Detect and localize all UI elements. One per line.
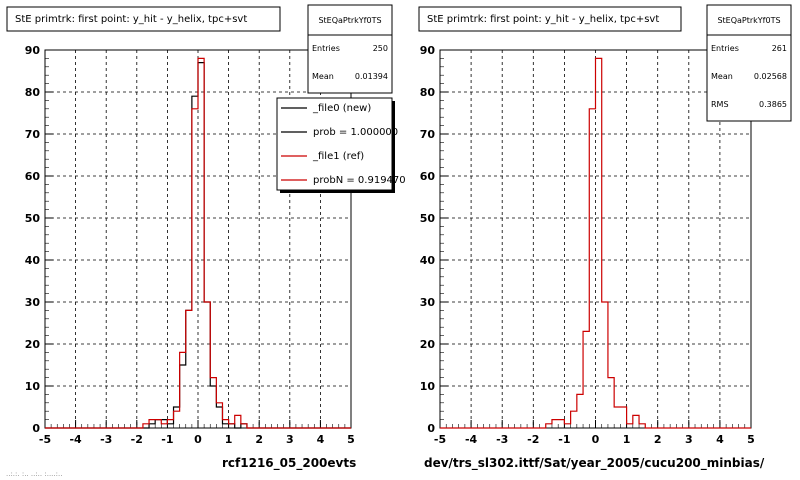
y-tick-label: 20 [25, 338, 41, 351]
x-tick-label: -4 [465, 433, 478, 446]
legend-label: probN = 0.919470 [313, 175, 406, 186]
y-axis-ticks: 0 10 20 30 40 50 60 70 80 90 [420, 44, 448, 435]
y-tick-label: 30 [420, 296, 436, 309]
stats-label: Entries [312, 44, 340, 53]
y-tick-label: 90 [420, 44, 436, 57]
chart-caption: dev/trs_sl302.ittf/Sat/year_2005/cucu200… [424, 456, 765, 471]
stats-label: RMS [711, 100, 729, 109]
y-tick-label: 80 [420, 86, 436, 99]
x-tick-label: -3 [100, 433, 112, 446]
x-tick-label: -1 [161, 433, 173, 446]
y-tick-label: 10 [25, 380, 41, 393]
stats-box: StEQaPtrkYf0TS Entries 261 Mean 0.02568 RMS 0.… [706, 4, 792, 122]
stats-frame [307, 4, 393, 94]
stats-box: StEQaPtrkYf0TS Entries 250 Mean 0.01394 [307, 4, 393, 94]
histogram-series-2 [45, 57, 351, 429]
x-tick-label: -5 [434, 433, 446, 446]
x-tick-label: 3 [286, 433, 294, 446]
x-tick-label: 5 [347, 433, 355, 446]
x-tick-label: 0 [592, 433, 600, 446]
y-tick-label: 60 [25, 170, 41, 183]
x-tick-label: -2 [527, 433, 539, 446]
x-tick-label: -2 [131, 433, 143, 446]
x-tick-label: 0 [194, 433, 202, 446]
y-tick-label: 10 [420, 380, 436, 393]
stats-label: Mean [312, 72, 334, 81]
stats-label: Entries [711, 44, 739, 53]
chart-title-box: StE primtrk: first point: y_hit - y_heli… [418, 6, 682, 32]
grid-lines [45, 50, 351, 428]
y-tick-label: 0 [427, 422, 435, 435]
legend: _file0 (new) prob = 1.000000 _file1 (ref) p… [276, 97, 406, 193]
stats-value: 0.3865 [759, 100, 787, 109]
stats-frame [706, 4, 792, 122]
title-frame [418, 6, 682, 32]
y-tick-label: 50 [420, 212, 436, 225]
stats-value: 0.02568 [754, 72, 787, 81]
stats-label: Mean [711, 72, 733, 81]
x-tick-label: -3 [496, 433, 508, 446]
stats-value: 0.01394 [355, 72, 388, 81]
legend-label: prob = 1.000000 [313, 127, 398, 138]
chart-title-box: StE primtrk: first point: y_hit - y_heli… [6, 6, 281, 32]
stats-name: StEQaPtrkYf0TS [318, 16, 381, 25]
y-tick-label: 50 [25, 212, 41, 225]
x-tick-label: 4 [317, 433, 325, 446]
x-tick-label: -5 [39, 433, 51, 446]
x-tick-label: -1 [558, 433, 570, 446]
legend-label: _file0 (new) [312, 103, 371, 114]
x-tick-label: -4 [69, 433, 82, 446]
chart-title: StE primtrk: first point: y_hit - y_heli… [15, 14, 247, 25]
y-tick-label: 90 [25, 44, 41, 57]
y-tick-label: 40 [25, 254, 41, 267]
stats-value: 250 [373, 44, 388, 53]
footer-text: ..:.:. :.. ..:.. :....:.. [6, 470, 62, 478]
x-tick-label: 4 [716, 433, 724, 446]
x-tick-label: 2 [654, 433, 662, 446]
y-tick-label: 70 [25, 128, 41, 141]
y-tick-label: 0 [32, 422, 40, 435]
x-tick-label: 3 [685, 433, 693, 446]
title-frame [6, 6, 281, 32]
y-tick-label: 20 [420, 338, 436, 351]
chart-caption: rcf1216_05_200evts [222, 456, 356, 471]
y-tick-label: 30 [25, 296, 41, 309]
x-axis-ticks: -5 -4 -3 -2 -1 0 1 2 3 4 5 [39, 420, 355, 446]
y-tick-label: 80 [25, 86, 41, 99]
x-axis-ticks: -5 -4 -3 -2 -1 0 1 2 3 4 5 [434, 420, 755, 446]
y-axis-ticks: 0 10 20 30 40 50 60 70 80 90 [25, 44, 53, 435]
x-tick-label: 2 [255, 433, 263, 446]
x-tick-label: 1 [623, 433, 631, 446]
stats-value: 261 [772, 44, 787, 53]
y-tick-label: 70 [420, 128, 436, 141]
legend-frame [276, 97, 393, 191]
y-tick-label: 40 [420, 254, 436, 267]
y-tick-label: 60 [420, 170, 436, 183]
chart-title: StE primtrk: first point: y_hit - y_heli… [427, 14, 659, 25]
stats-name: StEQaPtrkYf0TS [717, 16, 780, 25]
legend-label: _file1 (ref) [312, 151, 364, 162]
histogram-series-1 [440, 57, 751, 429]
x-tick-label: 5 [747, 433, 755, 446]
x-tick-label: 1 [225, 433, 233, 446]
grid-lines [440, 50, 751, 428]
